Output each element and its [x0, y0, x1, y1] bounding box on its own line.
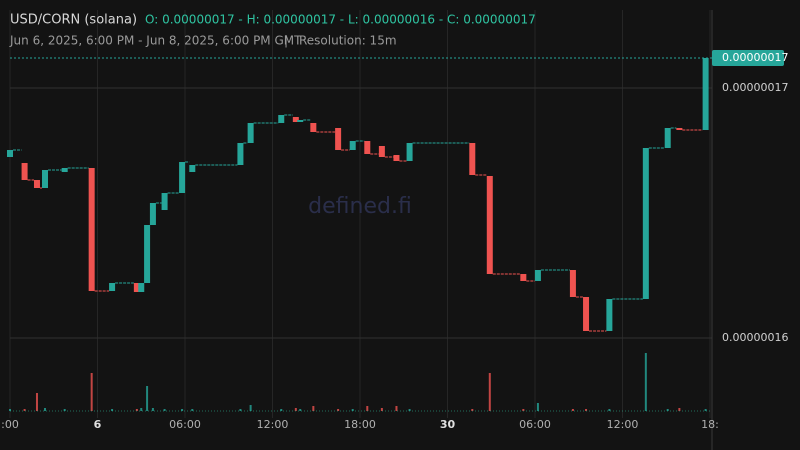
- candle-body: [534, 270, 541, 281]
- x-tick-label: 06:00: [519, 418, 551, 431]
- volume-bar: [191, 409, 194, 411]
- volume-bar: [163, 409, 166, 411]
- candle-body: [21, 163, 28, 180]
- volume-bar: [608, 409, 611, 411]
- candle-body: [297, 120, 304, 122]
- separator: |: [284, 34, 288, 48]
- candle-body: [109, 283, 116, 291]
- candle-body: [606, 299, 613, 331]
- candle-body: [569, 270, 576, 297]
- volume-bar: [111, 409, 114, 411]
- volume-bar: [181, 409, 184, 411]
- candle-body: [378, 146, 385, 157]
- volume-bar: [408, 409, 411, 411]
- candle-body: [393, 155, 400, 161]
- volume-bar: [351, 409, 354, 411]
- x-tick-label: 18:: [701, 418, 719, 431]
- volume-bar: [488, 373, 491, 411]
- volume-bar: [395, 406, 398, 411]
- x-tick-label: 12:00: [607, 418, 639, 431]
- symbol: USD/CORN (solana): [10, 13, 137, 28]
- watermark: defined.fi: [308, 194, 412, 219]
- resolution: Resolution: 15m: [299, 34, 397, 48]
- candle-body: [189, 165, 196, 172]
- candle-body: [676, 128, 683, 130]
- grid: [9, 10, 712, 418]
- volume-bar: [239, 409, 242, 411]
- candle-body: [149, 203, 156, 225]
- candle-body: [133, 283, 140, 292]
- candle-body: [583, 297, 590, 331]
- volume-bar: [312, 406, 315, 411]
- x-tick-label: :00: [1, 418, 19, 431]
- volume-bar: [380, 408, 383, 411]
- volume-bar: [704, 409, 707, 411]
- volume-bar: [471, 409, 474, 411]
- volume-bar: [522, 409, 525, 411]
- volume-bar: [44, 408, 46, 411]
- axes: :00 6 06:00 12:00 18:00 30 06:00 12:00 18: 0.0000…: [1, 50, 788, 431]
- date-range: Jun 6, 2025, 6:00 PM - Jun 8, 2025, 6:00…: [9, 34, 302, 48]
- candle-body: [42, 170, 48, 188]
- candle-body: [486, 176, 493, 274]
- volume-bar: [90, 373, 93, 411]
- candle-body: [310, 123, 317, 132]
- volume-bar: [63, 409, 66, 411]
- volume-bar: [666, 409, 669, 411]
- y-tick-label: 0.00000017: [722, 81, 788, 94]
- volume-bar: [366, 406, 369, 411]
- volume-bar: [337, 409, 340, 411]
- volume-bar: [678, 408, 681, 411]
- candle-body: [292, 117, 299, 122]
- volume-bar: [294, 408, 297, 411]
- marks: [7, 58, 712, 412]
- volume-bar: [299, 409, 302, 411]
- volume-bar: [644, 353, 647, 411]
- candle-body: [144, 225, 151, 283]
- candle-body: [237, 143, 244, 165]
- candle-body: [161, 193, 168, 210]
- candle-body: [61, 168, 68, 172]
- candle-body: [469, 143, 476, 175]
- volume-bar: [249, 405, 252, 411]
- candle-body: [88, 168, 95, 291]
- candle-body: [33, 180, 40, 188]
- x-tick-label: 6: [94, 418, 102, 431]
- volume-bar: [140, 408, 143, 411]
- candle-body: [335, 128, 342, 150]
- candle-body: [278, 115, 285, 123]
- volume-bar: [135, 409, 138, 411]
- candle-body: [406, 143, 413, 161]
- candle-body: [664, 128, 671, 148]
- x-tick-label: 06:00: [169, 418, 201, 431]
- candle-body: [364, 141, 371, 154]
- volume-bar: [280, 409, 283, 411]
- last-price-label: 0.00000017: [722, 51, 788, 64]
- volume-bar: [146, 386, 149, 411]
- volume-bar: [23, 409, 26, 411]
- candle-body: [247, 123, 254, 143]
- candle-body: [138, 283, 145, 292]
- candle-body: [642, 148, 649, 299]
- volume-bar: [151, 408, 154, 411]
- volume-bar: [9, 409, 11, 411]
- x-tick-label: 12:00: [257, 418, 289, 431]
- volume-bar: [585, 409, 588, 411]
- y-tick-label: 0.00000016: [722, 331, 788, 344]
- ohlc: O: 0.00000017 - H: 0.00000017 - L: 0.000…: [145, 13, 536, 27]
- x-tick-label: 30: [440, 418, 456, 431]
- x-tick-label: 18:00: [344, 418, 376, 431]
- volume-bar: [35, 393, 38, 411]
- volume-bar: [536, 403, 539, 411]
- candle-body: [349, 141, 356, 150]
- last-price-tag: [712, 50, 784, 66]
- candle-body: [702, 58, 709, 130]
- volume-bar: [571, 409, 574, 411]
- candle-body: [179, 162, 186, 193]
- candle-body: [7, 150, 13, 157]
- candle-body: [520, 274, 527, 281]
